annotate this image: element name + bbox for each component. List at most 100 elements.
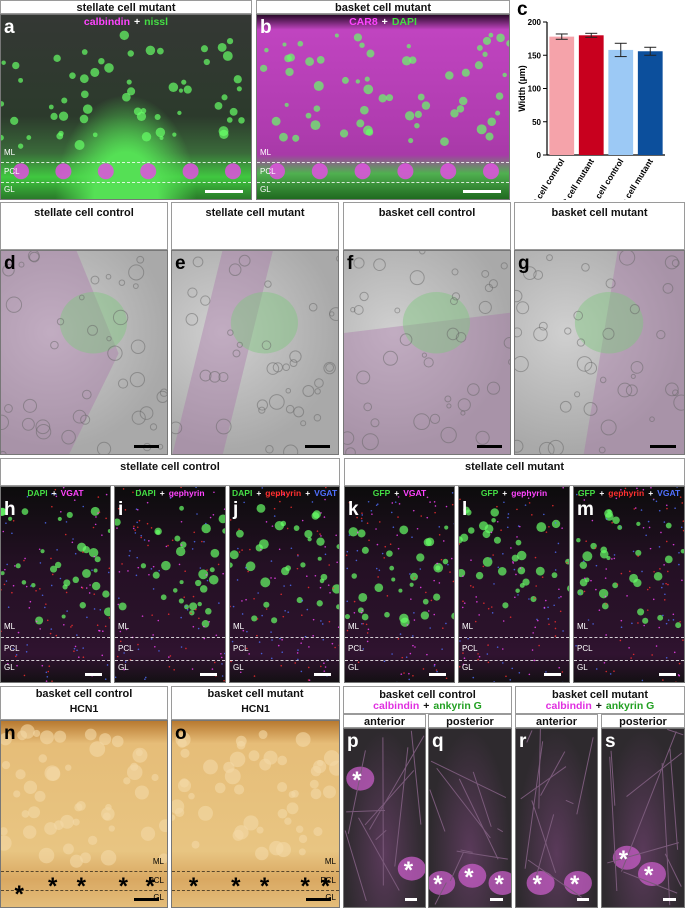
layer-label: PCL xyxy=(4,643,20,653)
puncta xyxy=(241,600,243,602)
vesicle xyxy=(419,251,426,255)
puncta xyxy=(416,527,419,530)
puncta xyxy=(371,513,373,515)
puncta xyxy=(246,647,248,650)
panel-label: d xyxy=(4,253,16,274)
puncta xyxy=(46,675,49,678)
puncta xyxy=(389,543,392,546)
puncta xyxy=(453,523,454,525)
puncta xyxy=(12,584,15,587)
puncta xyxy=(527,497,530,500)
puncta xyxy=(265,608,268,610)
puncta xyxy=(595,668,598,670)
nucleus xyxy=(102,590,110,598)
puncta xyxy=(490,531,493,534)
layer-boundary xyxy=(172,871,339,873)
puncta xyxy=(665,622,668,625)
layer-label: PCL xyxy=(462,643,478,653)
nucleus xyxy=(517,566,526,575)
puncta xyxy=(637,622,639,624)
puncta xyxy=(401,656,404,659)
panel-header: stellate cell control xyxy=(0,202,168,250)
puncta xyxy=(108,567,110,570)
puncta xyxy=(212,513,215,516)
nucleus xyxy=(141,132,152,142)
nucleus xyxy=(199,585,208,593)
vesicle xyxy=(488,279,498,289)
puncta xyxy=(647,520,650,523)
puncta xyxy=(71,624,73,627)
fiber xyxy=(369,735,425,830)
puncta xyxy=(396,681,398,682)
fiber xyxy=(527,859,582,898)
stained-process xyxy=(1,760,11,770)
nucleus xyxy=(256,503,266,513)
layer-boundary xyxy=(1,890,167,892)
puncta xyxy=(598,609,601,612)
panel-label: c xyxy=(517,0,528,20)
puncta xyxy=(260,652,263,655)
puncta xyxy=(461,606,464,609)
nucleus xyxy=(91,581,101,591)
puncta xyxy=(501,648,504,650)
vesicle xyxy=(508,358,510,365)
puncta xyxy=(501,662,504,664)
stained-process xyxy=(284,817,292,825)
stained-process xyxy=(313,827,323,837)
fiber xyxy=(620,731,677,872)
puncta xyxy=(136,526,139,529)
puncta xyxy=(169,497,172,499)
terminal xyxy=(230,292,298,354)
stained-process xyxy=(20,724,35,739)
nucleus xyxy=(657,614,664,621)
puncta xyxy=(183,596,185,599)
nucleus xyxy=(664,555,673,564)
nucleus xyxy=(636,521,641,527)
stain-word: + xyxy=(599,488,605,498)
puncta xyxy=(613,670,615,672)
nucleus xyxy=(152,571,160,579)
puncta xyxy=(232,605,235,608)
puncta xyxy=(678,551,680,554)
nucleus xyxy=(17,143,24,149)
puncta xyxy=(536,619,539,622)
puncta xyxy=(660,531,662,534)
puncta xyxy=(220,656,223,659)
nucleus xyxy=(50,565,58,573)
nucleus xyxy=(423,538,432,547)
puncta xyxy=(553,604,555,607)
puncta xyxy=(438,534,441,536)
puncta xyxy=(367,500,370,503)
panel-label: l xyxy=(462,499,468,520)
puncta xyxy=(361,520,363,522)
group-title: stellate cell control xyxy=(120,461,220,473)
puncta xyxy=(316,530,319,532)
soma-marker: * xyxy=(464,863,474,891)
puncta xyxy=(411,536,413,538)
puncta xyxy=(496,520,499,523)
puncta xyxy=(478,655,481,658)
nucleus xyxy=(72,576,80,584)
puncta xyxy=(71,541,74,544)
nucleus xyxy=(450,109,459,118)
nucleus xyxy=(178,88,184,93)
nucleus xyxy=(576,537,581,543)
nucleus xyxy=(460,533,469,542)
vesicle xyxy=(289,359,298,368)
puncta xyxy=(633,508,636,510)
vesicle xyxy=(446,403,452,409)
puncta xyxy=(591,519,594,522)
puncta xyxy=(433,663,436,666)
vesicle xyxy=(630,373,636,379)
vesicle xyxy=(118,279,126,286)
stain-word: DAPI xyxy=(135,488,156,498)
nucleus xyxy=(399,525,409,535)
puncta xyxy=(98,630,101,632)
stain-word: + xyxy=(381,16,388,28)
vesicle xyxy=(132,283,139,289)
puncta xyxy=(558,596,560,599)
puncta xyxy=(619,526,621,528)
puncta xyxy=(127,570,129,572)
layer-boundary xyxy=(459,636,569,638)
cell-profile xyxy=(1,251,119,454)
